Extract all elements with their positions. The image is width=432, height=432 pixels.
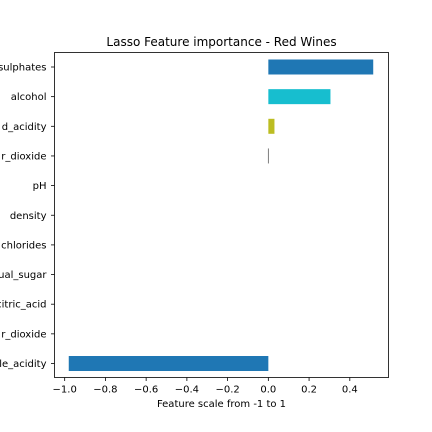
y-tick-label: density [10,211,47,222]
y-tick-label: le_acidity [0,359,47,370]
y-tick-label: pH [33,181,47,192]
bar-alcohol [268,89,330,104]
y-tick-label: r_dioxide [1,151,46,162]
y-tick-label: ual_sugar [0,270,47,281]
y-tick-label: citric_acid [0,300,47,311]
x-tick-label: 0.0 [260,385,276,396]
y-tick-label: r_dioxide [1,329,46,340]
y-tick-label: alcohol [11,92,47,103]
x-axis-label: Feature scale from -1 to 1 [157,399,286,410]
x-tick-label: 0.2 [301,385,317,396]
x-tick-label: −0.6 [134,385,158,396]
chart-title: Lasso Feature importance - Red Wines [106,35,336,49]
x-tick-label: −1.0 [53,385,77,396]
x-tick-label: 0.4 [342,385,358,396]
x-tick-label: −0.2 [215,385,239,396]
bar-fixed_acidity [268,119,274,134]
bar-total_sulfur_dioxide [268,148,269,163]
y-tick-label: chlorides [1,240,46,251]
y-tick-label: d_acidity [2,122,47,133]
y-tick-label: sulphates [0,63,47,74]
x-tick-label: −0.4 [175,385,199,396]
bar-sulphates [268,60,373,75]
bar-volatile_acidity [69,356,269,371]
x-tick-label: −0.8 [93,385,117,396]
